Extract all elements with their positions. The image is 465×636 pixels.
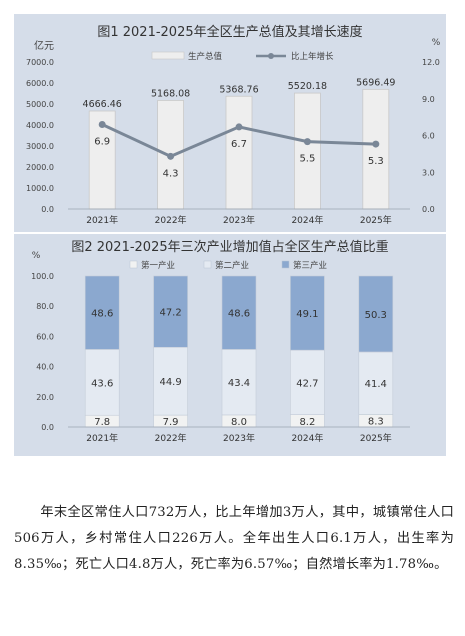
bar-gdp <box>362 88 390 210</box>
segment-label: 47.2 <box>159 308 181 319</box>
growth-label: 5.5 <box>299 154 315 165</box>
y-tick-left: 5000.0 <box>26 100 54 109</box>
legend-label: 第一产业 <box>141 260 175 271</box>
stacked-bar-segment <box>290 275 325 351</box>
legend-label: 第二产业 <box>215 260 249 271</box>
legend-swatch <box>203 260 212 269</box>
y-tick-right: 3.0 <box>422 168 435 177</box>
x-tick-label: 2023年 <box>223 214 255 226</box>
x-tick-label: 2024年 <box>291 432 323 444</box>
x-tick-label: 2021年 <box>86 214 118 226</box>
y-tick: 0.0 <box>41 423 54 432</box>
growth-label: 6.7 <box>231 139 247 150</box>
legend-label: 第三产业 <box>293 260 327 271</box>
y-tick-left: 6000.0 <box>26 79 54 88</box>
growth-label: 5.3 <box>368 156 384 167</box>
x-tick-label: 2021年 <box>86 432 118 444</box>
y-tick-right: 9.0 <box>422 95 435 104</box>
y-axis-label-right: % <box>432 38 441 48</box>
x-tick-label: 2025年 <box>360 432 392 444</box>
chart-gdp-panel: 图1 2021-2025年全区生产总值及其增长速度亿元% 生产总值 比上年增长 700… <box>14 14 446 232</box>
population-paragraph: 年末全区常住人口732万人，比上年增加3万人，其中，城镇常住人口506万人，乡村… <box>14 500 454 578</box>
y-axis-label: % <box>32 251 41 261</box>
legend-label-bar: 生产总值 <box>188 51 223 62</box>
segment-label: 41.4 <box>365 379 387 390</box>
growth-label: 4.3 <box>163 168 179 179</box>
segment-label: 44.9 <box>159 377 181 388</box>
x-tick-label: 2023年 <box>223 432 255 444</box>
stacked-bar-segment <box>84 275 120 350</box>
y-tick: 20.0 <box>36 393 54 402</box>
growth-point <box>235 123 243 131</box>
y-tick-left: 4000.0 <box>26 121 54 130</box>
y-tick: 100.0 <box>31 272 54 281</box>
chart-title: 图2 2021-2025年三次产业增加值占全区生产总值比重 <box>71 239 388 255</box>
stacked-bar-segment <box>153 346 188 416</box>
bar-label-gdp: 4666.46 <box>83 99 122 110</box>
segment-label: 8.0 <box>231 417 247 428</box>
segment-label: 48.6 <box>228 309 250 320</box>
bar-gdp <box>293 92 321 210</box>
growth-label: 6.9 <box>94 136 110 147</box>
y-tick-left: 2000.0 <box>26 163 54 172</box>
legend-swatch-bar <box>151 51 185 60</box>
bar-label-gdp: 5696.49 <box>356 77 395 88</box>
stacked-bar-segment <box>290 349 325 415</box>
bar-gdp <box>225 95 253 210</box>
bar-label-gdp: 5168.08 <box>151 88 190 99</box>
segment-label: 7.8 <box>94 417 110 428</box>
y-tick: 80.0 <box>36 302 54 311</box>
chart-industry-share-panel: 图2 2021-2025年三次产业增加值占全区生产总值比重% 第一产业 第二产业 第三… <box>14 234 446 456</box>
segment-label: 43.6 <box>91 378 113 389</box>
stacked-bar-segment <box>358 351 394 415</box>
segment-label: 43.4 <box>228 378 250 389</box>
growth-point <box>372 140 380 148</box>
y-tick-left: 3000.0 <box>26 142 54 151</box>
stacked-bar-segment <box>153 275 188 348</box>
segment-label: 8.2 <box>299 417 315 428</box>
growth-point <box>167 152 175 160</box>
x-tick-label: 2025年 <box>360 214 392 226</box>
legend-swatch <box>129 260 138 269</box>
stacked-bar-segment <box>221 275 257 350</box>
segment-label: 42.7 <box>296 378 318 389</box>
x-tick-label: 2022年 <box>155 432 187 444</box>
growth-point <box>98 120 106 128</box>
y-tick-left: 0.0 <box>41 205 54 214</box>
segment-label: 50.3 <box>365 310 387 321</box>
segment-label: 49.1 <box>296 309 318 320</box>
segment-label: 7.9 <box>163 417 179 428</box>
y-tick: 60.0 <box>36 332 54 341</box>
stacked-bar-segment <box>358 275 394 353</box>
y-tick-right: 12.0 <box>422 58 440 67</box>
y-axis-label-left: 亿元 <box>34 39 54 52</box>
y-tick-left: 1000.0 <box>26 184 54 193</box>
y-tick: 40.0 <box>36 363 54 372</box>
x-tick-label: 2024年 <box>291 214 323 226</box>
chart-industry-share: 图2 2021-2025年三次产业增加值占全区生产总值比重% 第一产业 第二产业 第三… <box>31 239 410 444</box>
growth-point <box>303 138 311 146</box>
stacked-bar-segment <box>221 349 257 416</box>
chart-title: 图1 2021-2025年全区生产总值及其增长速度 <box>97 24 362 40</box>
segment-label: 8.3 <box>368 417 384 428</box>
x-tick-label: 2022年 <box>155 214 187 226</box>
y-tick-right: 6.0 <box>422 132 435 141</box>
population-text: 年末全区常住人口732万人，比上年增加3万人，其中，城镇常住人口506万人，乡村… <box>14 505 454 572</box>
legend-line-marker <box>268 53 274 59</box>
y-tick-right: 0.0 <box>422 205 435 214</box>
legend-swatch <box>281 260 290 269</box>
bar-label-gdp: 5520.18 <box>288 81 327 92</box>
bar-label-gdp: 5368.76 <box>219 84 258 95</box>
legend-label-line: 比上年增长 <box>291 51 334 62</box>
y-tick-left: 7000.0 <box>26 58 54 67</box>
segment-label: 48.6 <box>91 309 113 320</box>
stacked-bar-segment <box>84 349 120 416</box>
